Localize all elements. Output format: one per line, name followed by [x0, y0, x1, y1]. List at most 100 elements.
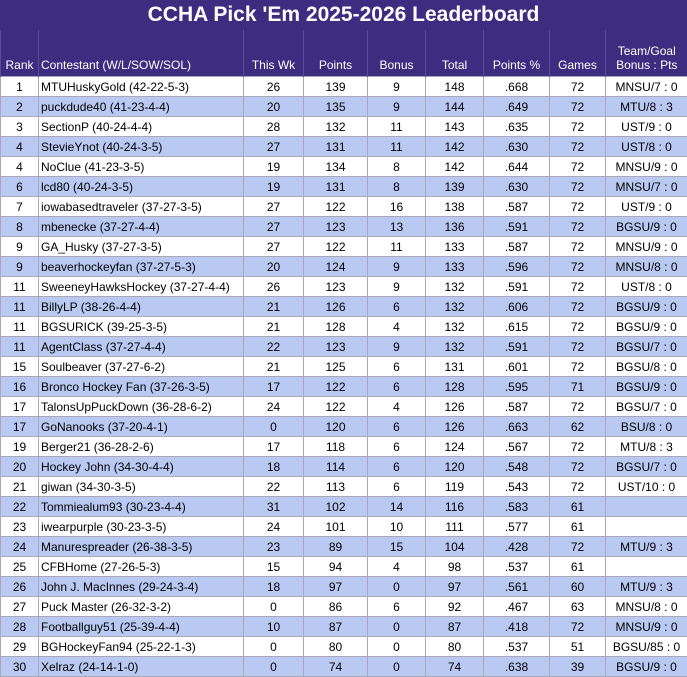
table-cell: 72: [550, 297, 606, 317]
table-cell: 0: [368, 617, 426, 637]
table-cell: 126: [304, 297, 368, 317]
table-cell: 72: [550, 277, 606, 297]
table-cell: 11: [1, 317, 39, 337]
table-cell: Footballguy51 (25-39-4-4): [39, 617, 244, 637]
table-cell: 22: [244, 477, 304, 497]
table-cell: .596: [484, 257, 550, 277]
table-cell: 11: [368, 237, 426, 257]
table-cell: 142: [426, 157, 484, 177]
table-cell: 134: [304, 157, 368, 177]
table-cell: 0: [244, 657, 304, 677]
title: CCHA Pick 'Em 2025-2026 Leaderboard: [0, 0, 687, 30]
table-cell: GA_Husky (37-27-3-5): [39, 237, 244, 257]
table-cell: 16: [1, 377, 39, 397]
table-cell: .587: [484, 397, 550, 417]
table-cell: .548: [484, 457, 550, 477]
table-cell: 123: [304, 337, 368, 357]
table-cell: 60: [550, 577, 606, 597]
table-cell: 19: [244, 177, 304, 197]
table-cell: 19: [1, 437, 39, 457]
table-cell: 61: [550, 517, 606, 537]
table-cell: 126: [426, 417, 484, 437]
table-cell: 22: [1, 497, 39, 517]
table-cell: 26: [244, 277, 304, 297]
table-cell: 122: [304, 377, 368, 397]
table-cell: 72: [550, 157, 606, 177]
table-cell: 0: [244, 597, 304, 617]
table-cell: 72: [550, 477, 606, 497]
column-header: Rank: [1, 30, 39, 77]
table-cell: 25: [1, 557, 39, 577]
table-cell: .591: [484, 217, 550, 237]
table-cell: MTU/9 : 3: [606, 577, 687, 597]
table-cell: 133: [426, 257, 484, 277]
table-cell: 122: [304, 197, 368, 217]
table-cell: GoNanooks (37-20-4-1): [39, 417, 244, 437]
column-header: Contestant (W/L/SOW/SOL): [39, 30, 244, 77]
table-cell: 28: [244, 117, 304, 137]
table-cell: 104: [426, 537, 484, 557]
table-cell: 72: [550, 97, 606, 117]
table-cell: 125: [304, 357, 368, 377]
table-cell: 22: [244, 337, 304, 357]
table-cell: 74: [304, 657, 368, 677]
table-cell: MNSU/7 : 0: [606, 77, 687, 97]
table-cell: 132: [426, 317, 484, 337]
table-cell: .537: [484, 557, 550, 577]
table-cell: 111: [426, 517, 484, 537]
table-cell: Bronco Hockey Fan (37-26-3-5): [39, 377, 244, 397]
table-cell: 11: [368, 137, 426, 157]
table-cell: 72: [550, 457, 606, 477]
table-cell: .635: [484, 117, 550, 137]
column-header: Bonus: [368, 30, 426, 77]
table-cell: 27: [1, 597, 39, 617]
table-cell: 74: [426, 657, 484, 677]
table-cell: UST/10 : 0: [606, 477, 687, 497]
table-cell: 7: [1, 197, 39, 217]
table-cell: 0: [244, 637, 304, 657]
table-cell: MNSU/8 : 0: [606, 257, 687, 277]
table-cell: 89: [304, 537, 368, 557]
table-cell: .561: [484, 577, 550, 597]
table-cell: 148: [426, 77, 484, 97]
table-cell: 120: [426, 457, 484, 477]
column-header: Points: [304, 30, 368, 77]
table-cell: .663: [484, 417, 550, 437]
table-cell: .615: [484, 317, 550, 337]
table-cell: BGSU/8 : 0: [606, 357, 687, 377]
table-cell: MNSU/8 : 0: [606, 597, 687, 617]
table-cell: 27: [244, 197, 304, 217]
table-cell: 97: [426, 577, 484, 597]
table-cell: 9: [1, 237, 39, 257]
table-cell: .587: [484, 197, 550, 217]
table-cell: 17: [244, 437, 304, 457]
table-cell: 72: [550, 117, 606, 137]
table-cell: 122: [304, 237, 368, 257]
column-header: Team/Goal Bonus : Pts: [606, 30, 687, 77]
table-cell: 6: [368, 597, 426, 617]
table-cell: 72: [550, 257, 606, 277]
table-cell: BillyLP (38-26-4-4): [39, 297, 244, 317]
table-cell: .577: [484, 517, 550, 537]
table-cell: 144: [426, 97, 484, 117]
table-cell: SweeneyHawksHockey (37-27-4-4): [39, 277, 244, 297]
table-cell: 1: [1, 77, 39, 97]
table-cell: 4: [368, 557, 426, 577]
table-cell: .591: [484, 277, 550, 297]
table-cell: 0: [368, 577, 426, 597]
table-cell: 80: [426, 637, 484, 657]
table-cell: 72: [550, 397, 606, 417]
table-cell: BGSU/7 : 0: [606, 457, 687, 477]
